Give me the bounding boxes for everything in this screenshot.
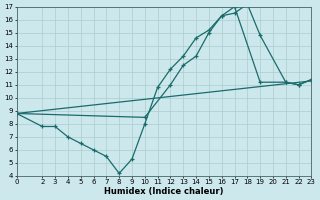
X-axis label: Humidex (Indice chaleur): Humidex (Indice chaleur) (104, 187, 224, 196)
